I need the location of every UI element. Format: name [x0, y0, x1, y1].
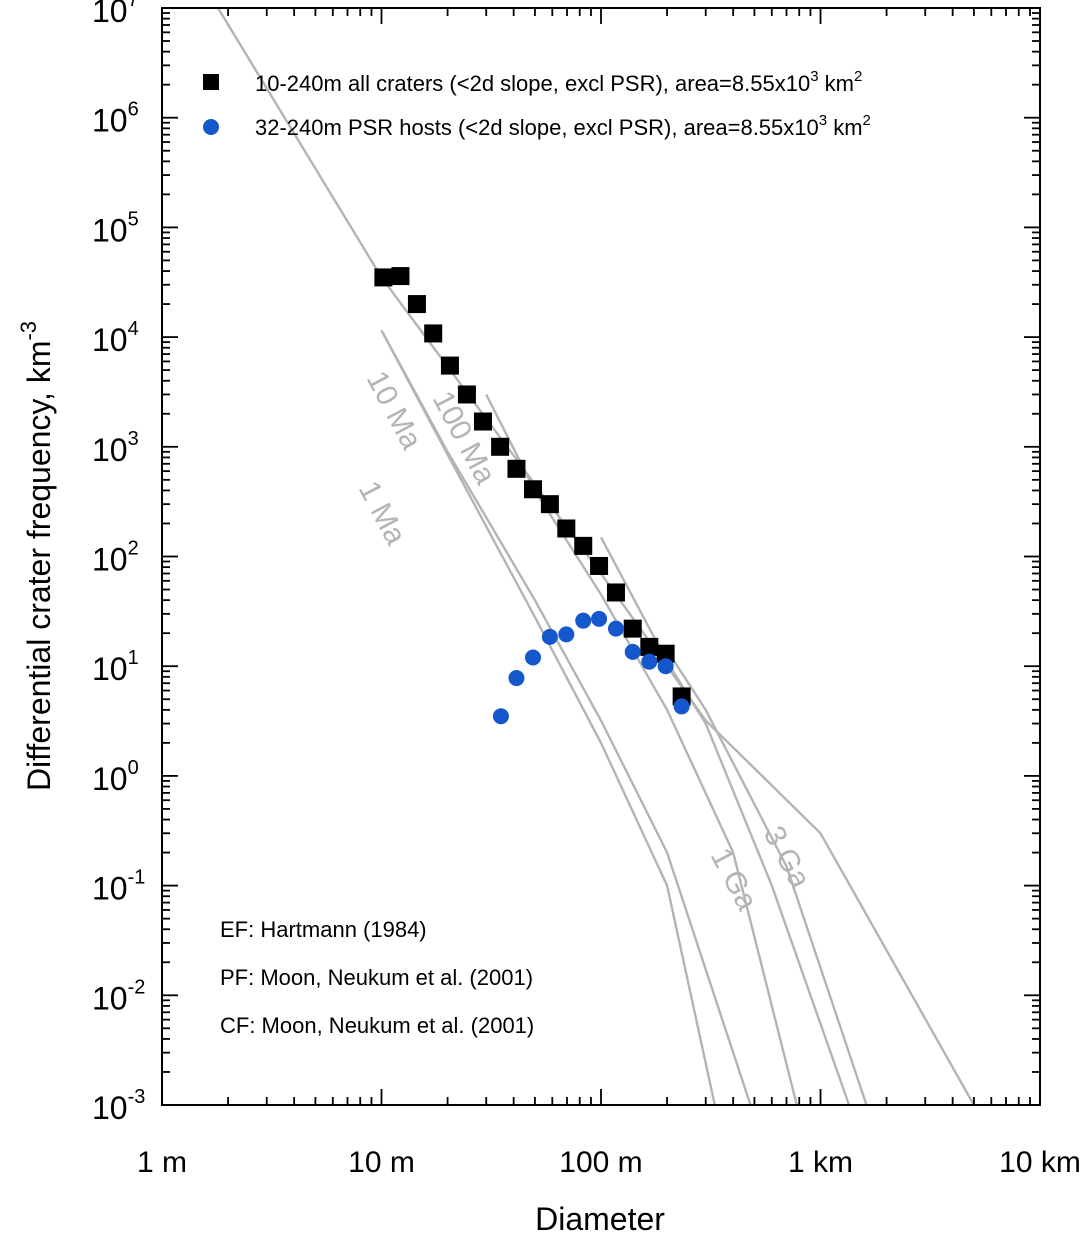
isochron-label-1ga: 1 Ga — [704, 843, 764, 916]
psr-host-point — [524, 649, 541, 666]
isochron-label-3ga: 3 Ga — [757, 821, 817, 894]
psr-host-point — [641, 653, 658, 670]
all-craters-point — [491, 437, 510, 456]
note-cf: CF: Moon, Neukum et al. (2001) — [220, 1013, 534, 1038]
note-pf: PF: Moon, Neukum et al. (2001) — [220, 965, 533, 990]
y-tick-label: 101 — [92, 647, 139, 687]
all-craters-point — [473, 412, 492, 431]
all-craters-point — [623, 619, 642, 638]
y-tick-label: 10-3 — [92, 1086, 145, 1126]
x-tick-label: 1 km — [788, 1146, 853, 1179]
isochron-line-3ga — [666, 649, 868, 1106]
psr-host-point — [673, 698, 690, 715]
x-tick-label: 10 m — [348, 1146, 415, 1179]
x-tick-label: 100 m — [559, 1146, 642, 1179]
y-tick-label: 106 — [92, 99, 139, 139]
psr-host-point — [575, 612, 592, 629]
x-tick-label: 10 km — [999, 1146, 1081, 1179]
legend-marker-circle — [203, 119, 219, 135]
y-tick-label: 10-1 — [92, 867, 145, 907]
legend-label-all-craters: 10-240m all craters (<2d slope, excl PSR… — [255, 68, 862, 96]
psr-host-point — [508, 670, 525, 687]
all-craters-point — [557, 519, 576, 538]
all-craters-point — [590, 556, 609, 575]
all-craters-point — [374, 268, 393, 287]
psr-host-point — [657, 658, 674, 675]
psr-host-point — [624, 643, 641, 660]
x-axis-title: Diameter — [535, 1201, 665, 1237]
note-ef: EF: Hartmann (1984) — [220, 917, 427, 942]
y-tick-label: 103 — [92, 428, 139, 468]
all-craters-point — [407, 295, 426, 314]
all-craters-point — [640, 637, 659, 656]
psr-host-point — [558, 626, 575, 643]
isochron-line-10ma — [380, 329, 752, 1106]
x-axis-ticks: 1 m 10 m 100 m 1 km 10 km — [137, 8, 1081, 1179]
psr-host-point — [541, 628, 558, 645]
psr-host-point — [492, 708, 509, 725]
y-axis-title: Differential crater frequency, km-3 — [16, 321, 57, 791]
reference-notes: EF: Hartmann (1984) PF: Moon, Neukum et … — [220, 917, 534, 1038]
isochron-labels: 1 Ma 10 Ma 100 Ma 1 Ga 3 Ga — [352, 366, 817, 916]
legend-label-psr-hosts: 32-240m PSR hosts (<2d slope, excl PSR),… — [255, 112, 871, 140]
all-craters-point — [540, 495, 559, 514]
isochron-label-10ma: 10 Ma — [360, 366, 428, 455]
y-tick-label: 100 — [92, 757, 139, 797]
legend-marker-square — [203, 74, 219, 90]
legend: 10-240m all craters (<2d slope, excl PSR… — [203, 68, 871, 140]
y-axis-ticks: 107 106 105 104 103 102 101 100 10-1 10-2 10-3 — [92, 0, 1040, 1126]
isochron-label-1ma: 1 Ma — [352, 476, 413, 551]
isochron-line-1ga — [599, 536, 851, 1106]
data-points — [374, 267, 691, 725]
y-tick-label: 102 — [92, 538, 139, 578]
y-tick-label: 10-2 — [92, 976, 145, 1016]
all-craters-point — [656, 644, 675, 663]
psr-host-point — [591, 610, 608, 627]
psr-host-point — [607, 620, 624, 637]
all-craters-point — [606, 583, 625, 602]
all-craters-point — [507, 459, 526, 478]
y-tick-label: 107 — [92, 0, 139, 29]
all-craters-point — [424, 324, 443, 343]
y-tick-label: 105 — [92, 208, 139, 248]
all-craters-point — [574, 536, 593, 555]
y-tick-label: 104 — [92, 318, 139, 358]
all-craters-point — [523, 480, 542, 499]
x-tick-label: 1 m — [137, 1146, 187, 1179]
isochron-line-100ma — [485, 393, 798, 1106]
all-craters-point — [457, 385, 476, 404]
all-craters-point — [391, 267, 410, 286]
all-craters-point — [440, 356, 459, 375]
